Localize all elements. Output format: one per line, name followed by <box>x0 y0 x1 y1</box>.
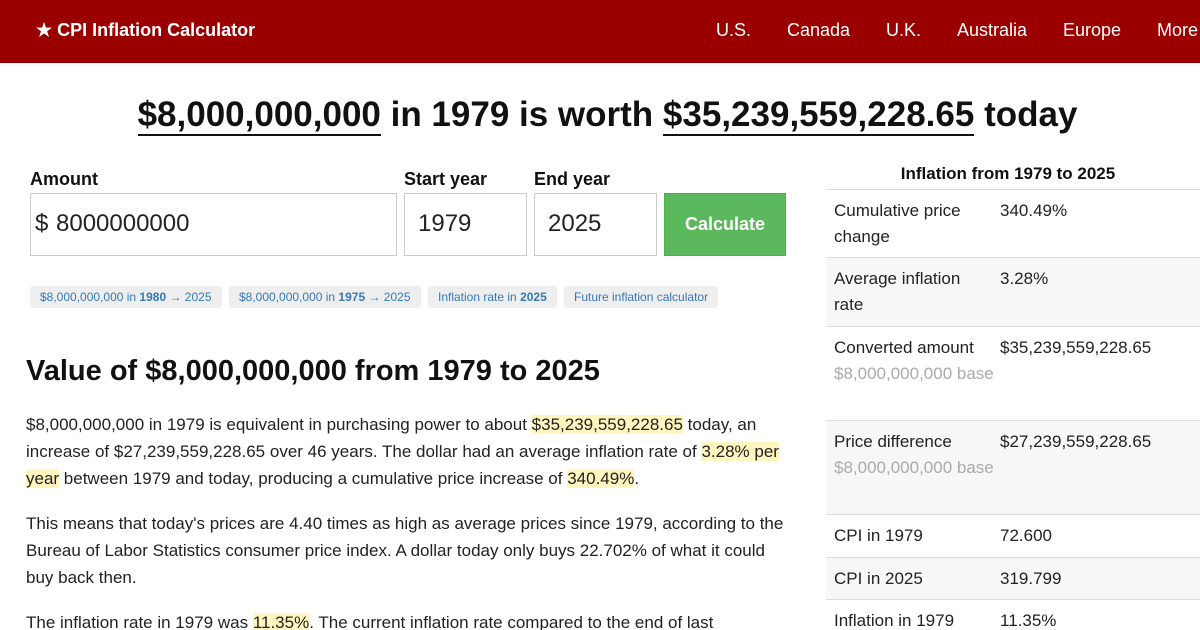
page-title: $8,000,000,000 in 1979 is worth $35,239,… <box>0 95 1200 136</box>
calculate-button[interactable]: Calculate <box>664 193 786 256</box>
pill-year: 1975 <box>338 290 366 304</box>
side-row-key: Cumulative price change <box>834 201 961 246</box>
inflation-rate-paragraph: The inflation rate in 1979 was 11.35%. T… <box>26 609 796 630</box>
amount-label: Amount <box>30 169 98 189</box>
side-row-value: 3.28% <box>1000 269 1049 288</box>
side-row-value: 340.49% <box>1000 201 1068 220</box>
side-row-converted: Converted amount $8,000,000,000 base $35,… <box>826 326 1200 420</box>
side-row-value: $27,239,559,228.65 <box>1000 432 1152 451</box>
side-row-key: CPI in 1979 <box>834 526 923 545</box>
nav-link-us[interactable]: U.S. <box>716 20 752 40</box>
pill-text: $8,000,000,000 in <box>40 290 140 304</box>
side-row-difference: Price difference $8,000,000,000 base $27,… <box>826 420 1200 514</box>
side-row-inflation-start: Inflation in 1979 11.35% <box>826 599 1200 630</box>
side-row-cpi-end: CPI in 2025 319.799 <box>826 557 1200 599</box>
nav-link-uk[interactable]: U.K. <box>886 20 922 40</box>
p1-text: . <box>634 469 640 488</box>
headline-mid: in 1979 is worth <box>380 95 663 134</box>
p1-text: today, an increase of $27,239,559,228.65… <box>26 415 757 461</box>
side-row-key-text: Price difference <box>834 432 952 451</box>
p1-highlight-value: $35,239,559,228.65 <box>531 415 683 434</box>
side-row-average-rate: Average inflation rate 3.28% <box>826 257 1200 326</box>
p3-text: The inflation rate in 1979 was <box>26 613 253 630</box>
side-row-key: Converted amount $8,000,000,000 base <box>834 335 994 387</box>
headline-amount: $8,000,000,000 <box>137 95 381 136</box>
pill-text: Future inflation calculator <box>574 290 709 304</box>
side-row-subtext: $8,000,000,000 base <box>834 458 994 477</box>
side-row-value: 319.799 <box>1000 569 1062 588</box>
side-row-value: $35,239,559,228.65 <box>1000 338 1152 357</box>
end-year-label: End year <box>534 169 611 189</box>
headline-end: today <box>974 95 1078 134</box>
nav-link-canada[interactable]: Canada <box>787 20 851 40</box>
pill-1975-link[interactable]: $8,000,000,000 in 1975 → 2025 <box>229 286 421 308</box>
nav-link-more[interactable]: More <box>1157 20 1199 40</box>
nav-link-europe[interactable]: Europe <box>1063 20 1122 40</box>
summary-paragraph: $8,000,000,000 in 1979 is equivalent in … <box>26 411 796 492</box>
amount-field[interactable] <box>30 193 397 256</box>
p3-highlight-rate: 11.35% <box>252 613 310 630</box>
pill-text: → 2025 <box>365 290 411 304</box>
pill-text: → 2025 <box>166 290 212 304</box>
side-table-title: Inflation from 1979 to 2025 <box>900 164 1116 183</box>
side-row-key: Average inflation rate <box>834 269 961 314</box>
headline-result: $35,239,559,228.65 <box>662 95 975 136</box>
top-navbar: ★ CPI Inflation Calculator U.S. Canada U… <box>0 0 1200 63</box>
pill-1980-link[interactable]: $8,000,000,000 in 1980 → 2025 <box>30 286 222 308</box>
side-row-key-text: Converted amount <box>834 338 974 357</box>
side-row-cumulative: Cumulative price change 340.49% <box>826 189 1200 257</box>
p1-text: between 1979 and today, producing a cumu… <box>59 469 568 488</box>
start-year-field[interactable] <box>404 193 527 256</box>
price-comparison-paragraph: This means that today's prices are 4.40 … <box>26 514 784 587</box>
side-row-subtext: $8,000,000,000 base <box>834 364 994 383</box>
start-year-label: Start year <box>404 169 488 189</box>
p3-text: . The current inflation rate compared to… <box>309 613 714 630</box>
p1-highlight-cumulative: 340.49% <box>567 469 635 488</box>
side-row-value: 72.600 <box>1000 526 1052 545</box>
side-row-cpi-start: CPI in 1979 72.600 <box>826 514 1200 557</box>
side-row-key: Inflation in 1979 <box>834 611 955 630</box>
side-row-key: CPI in 2025 <box>834 569 923 588</box>
end-year-field[interactable] <box>534 193 657 256</box>
pill-inflation-rate-link[interactable]: Inflation rate in 2025 <box>428 286 557 308</box>
pill-year: 2025 <box>520 290 547 304</box>
nav-link-australia[interactable]: Australia <box>957 20 1028 40</box>
brand-link[interactable]: ★ CPI Inflation Calculator <box>36 20 256 40</box>
p1-text: $8,000,000,000 in 1979 is equivalent in … <box>26 415 532 434</box>
pill-text: Inflation rate in <box>438 290 521 304</box>
side-row-key: Price difference $8,000,000,000 base <box>834 429 994 481</box>
pill-future-calculator-link[interactable]: Future inflation calculator <box>564 286 719 308</box>
pill-year: 1980 <box>139 290 167 304</box>
pill-text: $8,000,000,000 in <box>239 290 339 304</box>
section-heading: Value of $8,000,000,000 from 1979 to 202… <box>26 355 600 387</box>
side-row-value: 11.35% <box>1000 611 1057 630</box>
